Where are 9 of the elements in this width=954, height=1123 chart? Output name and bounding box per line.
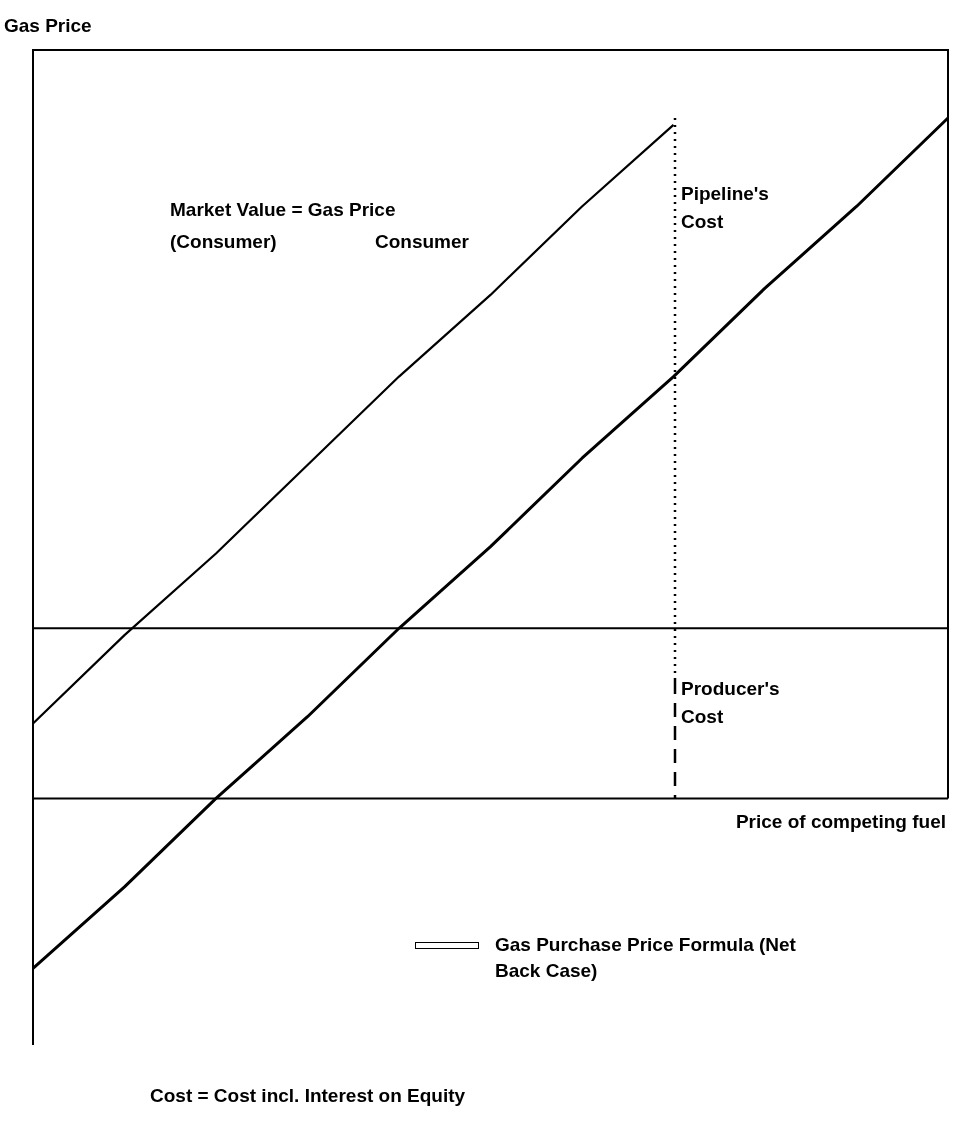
- annotation: Producer's Cost: [681, 677, 780, 729]
- annotation: (Consumer): [170, 230, 277, 254]
- annotation: Pipeline's Cost: [681, 182, 769, 234]
- x-axis-title: Price of competing fuel: [735, 810, 946, 834]
- annotation: Consumer: [375, 230, 469, 254]
- legend-label: Gas Purchase Price Formula (Net Back Case): [495, 933, 797, 983]
- annotation: Market Value = Gas Price: [170, 198, 396, 222]
- y-axis-title: Gas Price: [4, 14, 92, 38]
- text: Cost = Cost incl. Interest on Equity: [150, 1084, 466, 1108]
